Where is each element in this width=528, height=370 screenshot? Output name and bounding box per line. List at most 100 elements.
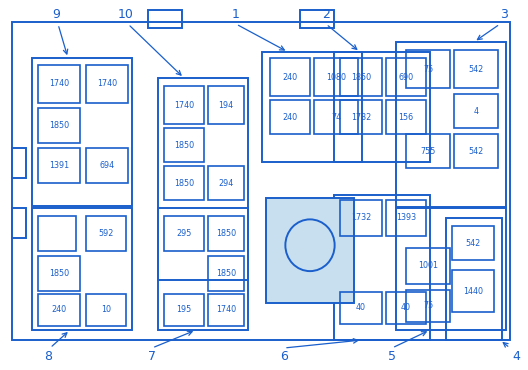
Text: 1001: 1001 — [418, 262, 438, 270]
Text: 542: 542 — [468, 64, 484, 74]
Text: 75: 75 — [423, 302, 433, 310]
Bar — [158, 78, 248, 280]
Bar — [454, 134, 498, 168]
Bar — [452, 270, 494, 312]
Text: 592: 592 — [98, 229, 114, 238]
Bar — [32, 58, 132, 206]
Bar — [86, 216, 126, 251]
Bar — [446, 218, 502, 340]
Bar — [386, 292, 426, 324]
Bar — [164, 86, 204, 124]
Bar — [266, 198, 354, 303]
Text: 1850: 1850 — [216, 269, 236, 278]
Text: 1732: 1732 — [351, 213, 371, 222]
Text: 4: 4 — [474, 107, 478, 115]
Bar — [38, 108, 80, 143]
Bar — [314, 58, 358, 96]
Bar — [300, 10, 334, 28]
Bar — [406, 248, 450, 284]
Bar — [12, 148, 26, 178]
Text: 10: 10 — [101, 306, 111, 314]
Bar — [164, 128, 204, 162]
Text: 5: 5 — [388, 350, 396, 363]
Bar — [12, 22, 510, 340]
Text: 1850: 1850 — [174, 141, 194, 149]
Text: 542: 542 — [468, 147, 484, 155]
Text: 1740: 1740 — [49, 80, 69, 88]
Text: 1850: 1850 — [49, 121, 69, 130]
Text: 1740: 1740 — [216, 306, 236, 314]
Bar — [334, 52, 430, 162]
Bar — [406, 290, 450, 322]
Bar — [454, 94, 498, 128]
Bar — [340, 200, 382, 236]
Bar — [334, 195, 430, 340]
Text: 8: 8 — [44, 350, 52, 363]
Bar — [164, 216, 204, 251]
Text: 294: 294 — [219, 178, 233, 188]
Text: 690: 690 — [399, 73, 413, 81]
Bar — [148, 10, 182, 28]
Bar — [386, 58, 426, 96]
Bar — [164, 166, 204, 200]
Bar — [158, 208, 248, 330]
Text: 1740: 1740 — [97, 80, 117, 88]
Bar — [12, 208, 26, 238]
Text: 1850: 1850 — [216, 229, 236, 238]
Bar — [340, 292, 382, 324]
Bar — [86, 294, 126, 326]
Bar — [208, 294, 244, 326]
Text: 295: 295 — [176, 229, 192, 238]
Bar — [86, 148, 128, 183]
Bar — [270, 100, 310, 134]
Text: 240: 240 — [51, 306, 67, 314]
Text: 1732: 1732 — [351, 112, 371, 121]
Text: 694: 694 — [99, 161, 115, 170]
Bar — [386, 100, 426, 134]
Bar — [406, 50, 450, 88]
Bar — [38, 294, 80, 326]
Bar — [396, 42, 506, 207]
Bar — [208, 256, 244, 291]
Bar — [208, 166, 244, 200]
Text: 1850: 1850 — [174, 178, 194, 188]
Bar — [270, 58, 310, 96]
Text: 4: 4 — [512, 350, 520, 363]
Bar — [340, 58, 382, 96]
Text: 1850: 1850 — [49, 269, 69, 278]
Bar — [396, 208, 506, 330]
Bar — [38, 256, 80, 291]
Text: 6: 6 — [280, 350, 288, 363]
Bar — [208, 216, 244, 251]
Bar — [386, 200, 426, 236]
Text: 40: 40 — [356, 303, 366, 313]
Text: 1393: 1393 — [396, 213, 416, 222]
Text: 755: 755 — [420, 147, 436, 155]
Text: 74: 74 — [331, 112, 341, 121]
Text: 7: 7 — [148, 350, 156, 363]
Text: 1740: 1740 — [174, 101, 194, 110]
Text: 240: 240 — [282, 112, 298, 121]
Text: 1440: 1440 — [463, 286, 483, 296]
Text: 1080: 1080 — [326, 73, 346, 81]
Text: 1850: 1850 — [351, 73, 371, 81]
Bar — [406, 134, 450, 168]
Text: 2: 2 — [322, 7, 330, 20]
Bar — [340, 100, 382, 134]
Bar — [164, 294, 204, 326]
Bar — [208, 86, 244, 124]
Text: 194: 194 — [219, 101, 233, 110]
Text: 10: 10 — [118, 7, 134, 20]
Text: 1391: 1391 — [49, 161, 69, 170]
Bar — [86, 65, 128, 103]
Bar — [262, 52, 362, 162]
Bar — [314, 100, 358, 134]
Text: 3: 3 — [500, 7, 508, 20]
Text: 195: 195 — [176, 306, 192, 314]
Text: 542: 542 — [465, 239, 480, 248]
Text: 156: 156 — [399, 112, 413, 121]
Bar — [452, 226, 494, 260]
Bar — [38, 148, 80, 183]
Text: 9: 9 — [52, 7, 60, 20]
Bar — [38, 65, 80, 103]
